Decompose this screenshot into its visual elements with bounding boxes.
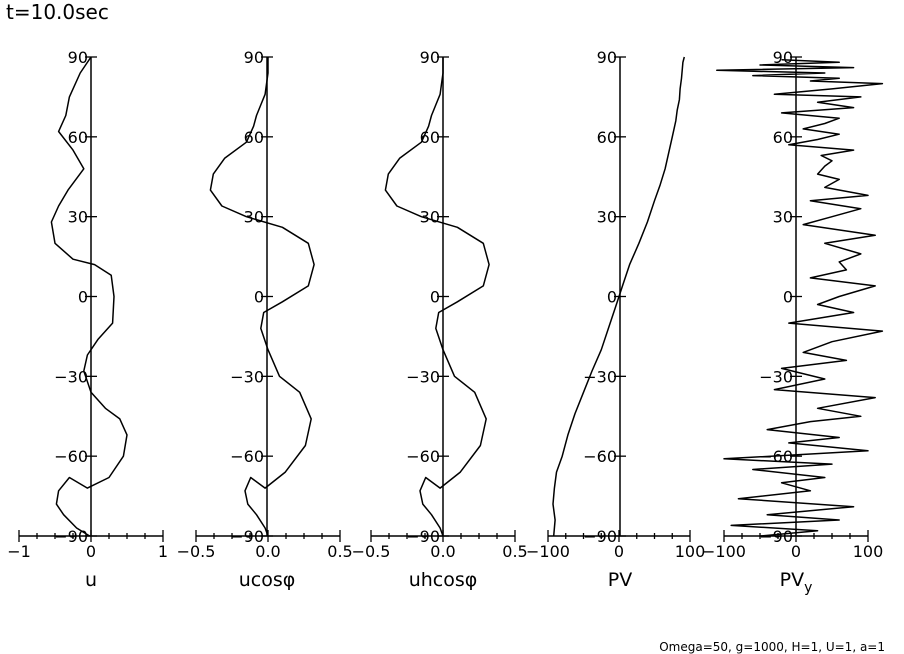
- y-tick-label: 30: [68, 208, 88, 227]
- y-tick-label: −90: [406, 527, 440, 546]
- axis-title-u: u: [85, 569, 97, 591]
- y-tick-label: 60: [420, 128, 440, 147]
- y-tick-label: 90: [597, 48, 617, 67]
- series-line-ucos: [209, 57, 315, 537]
- y-tick-label: −60: [583, 447, 617, 466]
- x-tick-label: 0.5: [502, 542, 527, 561]
- y-tick-label: −60: [54, 447, 88, 466]
- panel-ucos: −90 −60 −30 0 30 60 90 −0.5 0.0 0.5 ucosφ: [177, 48, 353, 591]
- y-tick-label: −30: [759, 367, 793, 386]
- panel-pv: −90 −60 −30 0 30 60 90 −100 0 100 PV: [526, 48, 705, 591]
- y-tick-label: −90: [583, 527, 617, 546]
- y-tick-label: 0: [783, 288, 793, 307]
- y-tick-label: −30: [54, 367, 88, 386]
- y-tick-label: −30: [583, 367, 617, 386]
- x-tick-label: 0.5: [327, 542, 352, 561]
- y-tick-label: 30: [420, 208, 440, 227]
- series-line-u: [50, 56, 128, 537]
- axis-title-uhcos: uhcosφ: [409, 569, 478, 591]
- y-tick-label: 0: [430, 288, 440, 307]
- x-tick-label: 100: [675, 542, 706, 561]
- y-tick-label: 0: [607, 288, 617, 307]
- x-tick-label: 0: [86, 542, 96, 561]
- y-tick-label: 0: [78, 288, 88, 307]
- axis-title-ucos: ucosφ: [239, 569, 296, 591]
- y-tick-label: 60: [597, 128, 617, 147]
- panel-u: −90 −60 −30 0 30 60 90 −1 0 1 u: [7, 48, 168, 591]
- x-tick-label: 1: [158, 542, 168, 561]
- x-tick-label: −0.5: [177, 542, 216, 561]
- y-tick-label: 30: [244, 208, 264, 227]
- x-tick-label: 100: [853, 542, 884, 561]
- y-tick-label: 30: [773, 208, 793, 227]
- y-tick-label: −30: [406, 367, 440, 386]
- x-tick-label: −100: [526, 542, 570, 561]
- y-tick-label: −60: [406, 447, 440, 466]
- x-tick-label: 0.0: [430, 542, 455, 561]
- series-line-uhcos: [384, 57, 490, 537]
- y-tick-label: 90: [773, 48, 793, 67]
- x-tick-label: 0: [614, 542, 624, 561]
- y-tick-label: −30: [230, 367, 264, 386]
- axis-title-pvy: PVy: [780, 569, 813, 596]
- y-tick-label: −60: [230, 447, 264, 466]
- y-tick-label: 0: [254, 288, 264, 307]
- figure-title: t=10.0sec: [6, 0, 109, 24]
- y-tick-label: −90: [230, 527, 264, 546]
- axis-title-pv: PV: [608, 569, 632, 591]
- series-line-pv: [552, 56, 686, 537]
- y-tick-label: 30: [597, 208, 617, 227]
- x-tick-label: 0: [791, 542, 801, 561]
- y-tick-label: 60: [68, 128, 88, 147]
- y-tick-label: 90: [244, 48, 264, 67]
- x-tick-label: −100: [702, 542, 746, 561]
- y-tick-label: −90: [759, 527, 793, 546]
- y-tick-label: 60: [244, 128, 264, 147]
- y-tick-label: 90: [68, 48, 88, 67]
- panel-uhcos: −90 −60 −30 0 30 60 90 −0.5 0.0 0.5 uhcosφ: [352, 48, 528, 591]
- y-tick-label: 90: [420, 48, 440, 67]
- x-tick-label: 0.0: [255, 542, 280, 561]
- y-tick-label: 60: [773, 128, 793, 147]
- x-tick-label: −1: [7, 542, 31, 561]
- parameters-footnote: Omega=50, g=1000, H=1, U=1, a=1: [659, 640, 885, 654]
- panels: −90 −60 −30 0 30 60 90 −1 0 1 u −90 −60 −30 0 30 60 90 −0.…: [7, 48, 883, 596]
- series-line-pvy: [716, 58, 884, 537]
- x-tick-label: −0.5: [352, 542, 391, 561]
- y-tick-label: −90: [54, 527, 88, 546]
